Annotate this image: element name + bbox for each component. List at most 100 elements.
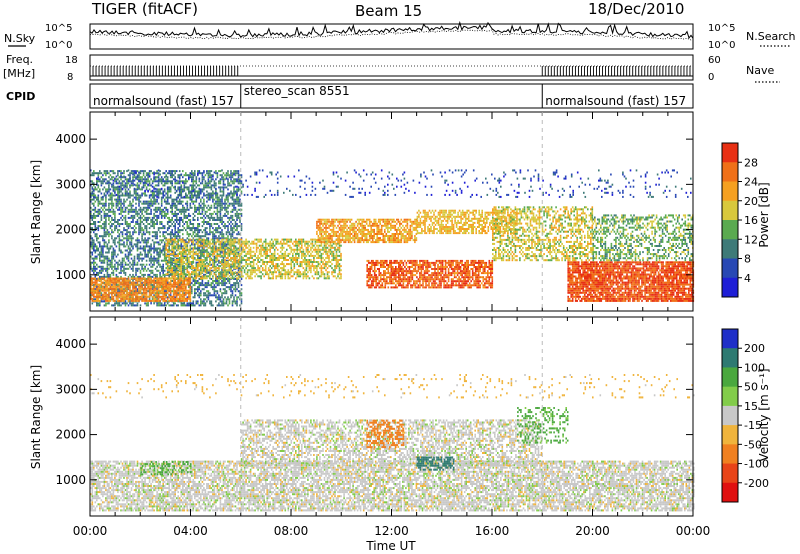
data-cell (168, 203, 170, 205)
data-cell (123, 296, 125, 298)
data-cell (168, 282, 170, 284)
data-cell (221, 223, 223, 225)
data-cell (174, 225, 176, 227)
data-cell (174, 182, 176, 184)
data-cell (193, 273, 195, 275)
data-cell (212, 197, 214, 199)
data-cell (159, 282, 161, 284)
data-cell (236, 302, 238, 304)
data-cell (165, 207, 167, 209)
data-cell (156, 258, 158, 260)
data-cell (173, 273, 175, 275)
data-cell (238, 296, 240, 298)
data-cell (132, 237, 134, 239)
data-cell (182, 270, 184, 272)
data-cell (125, 188, 127, 190)
data-cell (144, 245, 146, 247)
data-cell (173, 251, 175, 253)
data-cell (233, 191, 235, 193)
data-cell (104, 229, 106, 231)
data-cell (158, 270, 160, 272)
data-cell (144, 184, 146, 186)
data-cell (146, 239, 148, 241)
data-cell (102, 270, 104, 272)
data-cell (200, 245, 202, 247)
data-cell (230, 178, 232, 180)
data-cell (149, 274, 151, 276)
data-cell (140, 304, 142, 306)
data-cell (153, 209, 155, 211)
data-cell (230, 274, 232, 276)
data-cell (138, 268, 140, 270)
data-cell (181, 217, 183, 219)
data-cell (135, 213, 137, 215)
data-cell (161, 280, 163, 282)
data-cell (190, 172, 192, 174)
data-cell (146, 209, 148, 211)
data-cell (131, 172, 133, 174)
data-cell (173, 284, 175, 286)
data-cell (232, 215, 234, 217)
data-cell (223, 186, 225, 188)
data-cell (205, 180, 207, 182)
data-cell (181, 201, 183, 203)
data-cell (190, 203, 192, 205)
data-cell (215, 203, 217, 205)
data-cell (203, 304, 205, 306)
data-cell (190, 199, 192, 201)
data-cell (146, 229, 148, 231)
data-cell (208, 223, 210, 225)
data-cell (235, 294, 237, 296)
data-cell (173, 239, 175, 241)
data-cell (181, 203, 183, 205)
data-cell (117, 195, 119, 197)
data-cell (214, 253, 216, 255)
data-cell (196, 273, 198, 275)
data-cell (233, 219, 235, 221)
data-cell (117, 209, 119, 211)
data-cell (144, 203, 146, 205)
data-cell (221, 191, 223, 193)
data-cell (167, 182, 169, 184)
data-cell (159, 300, 161, 302)
data-cell (177, 273, 179, 275)
data-cell (241, 278, 243, 280)
data-cell (238, 178, 240, 180)
data-cell (236, 191, 238, 193)
data-cell (122, 264, 124, 266)
data-cell (140, 176, 142, 178)
data-cell (226, 203, 228, 205)
data-cell (140, 215, 142, 217)
data-cell (209, 195, 211, 197)
data-cell (110, 197, 112, 199)
data-cell (182, 296, 184, 298)
data-cell (105, 300, 107, 302)
data-cell (224, 302, 226, 304)
data-cell (188, 233, 190, 235)
data-cell (144, 176, 146, 178)
data-cell (158, 304, 160, 306)
data-cell (122, 239, 124, 241)
data-cell (96, 211, 98, 213)
data-cell (224, 207, 226, 209)
data-cell (155, 300, 157, 302)
data-cell (123, 245, 125, 247)
data-cell (174, 229, 176, 231)
data-cell (120, 298, 122, 300)
data-cell (181, 245, 183, 247)
data-cell (217, 267, 219, 269)
data-cell (168, 217, 170, 219)
data-cell (177, 284, 179, 286)
data-cell (188, 266, 190, 268)
data-cell (190, 215, 192, 217)
data-cell (144, 195, 146, 197)
data-cell (217, 207, 219, 209)
data-cell (146, 270, 148, 272)
data-cell (128, 294, 130, 296)
data-cell (141, 188, 143, 190)
data-cell (107, 274, 109, 276)
data-cell (233, 288, 235, 290)
data-cell (149, 231, 151, 233)
data-cell (177, 304, 179, 306)
data-cell (159, 223, 161, 225)
